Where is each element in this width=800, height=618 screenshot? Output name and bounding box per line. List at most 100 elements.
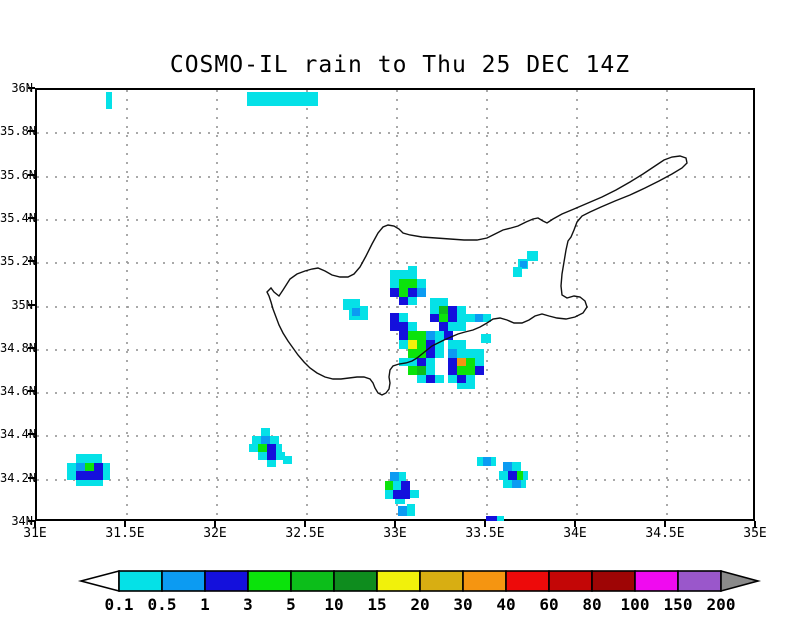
lon-gridline <box>126 90 128 519</box>
rain-cell <box>486 516 497 521</box>
rain-cell <box>252 436 261 444</box>
lon-tick-mark <box>304 521 306 527</box>
lat-tick-label: 36N <box>11 81 33 95</box>
lat-tick-mark <box>28 87 35 89</box>
colorbar-label: 10 <box>324 595 343 614</box>
rain-cell <box>401 481 410 490</box>
rain-cell <box>508 471 517 480</box>
rain-cell <box>258 452 267 460</box>
rain-cell <box>103 471 110 480</box>
colorbar-label: 200 <box>707 595 736 614</box>
colorbar-label: 15 <box>367 595 386 614</box>
colorbar-label: 0.1 <box>105 595 134 614</box>
rain-cell <box>517 471 523 480</box>
rain-cell <box>270 436 279 444</box>
lon-tick-label: 33.5E <box>465 526 505 541</box>
lon-tick-label: 31.5E <box>105 526 145 541</box>
rain-cell <box>399 472 406 481</box>
lat-tick-mark <box>28 304 35 306</box>
colorbar-right-arrow <box>720 569 762 593</box>
lat-tick-mark <box>28 390 35 392</box>
colorbar-label: 0.5 <box>148 595 177 614</box>
lon-tick-mark <box>754 521 756 527</box>
rain-cell <box>393 481 401 490</box>
lon-tick-label: 32E <box>203 526 227 541</box>
rain-cell <box>76 454 102 463</box>
lat-tick-label: 35N <box>11 298 33 312</box>
lat-gridline <box>37 132 753 134</box>
lat-tick-mark <box>28 260 35 262</box>
lat-tick-mark <box>28 433 35 435</box>
lat-tick-label: 35.2N <box>0 254 37 268</box>
colorbar-label: 80 <box>582 595 601 614</box>
rain-cell <box>410 490 419 498</box>
rain-cell <box>94 463 103 471</box>
rain-cell <box>67 471 76 480</box>
lon-gridline <box>216 90 218 519</box>
lat-tick-mark <box>28 130 35 132</box>
lat-tick-label: 34.2N <box>0 471 37 485</box>
rain-cell <box>503 480 512 488</box>
lat-tick-label: 34.4N <box>0 427 37 441</box>
lon-tick-mark <box>34 521 36 527</box>
rain-cell <box>249 444 258 452</box>
rain-cell <box>85 471 94 480</box>
colorbar-label: 3 <box>243 595 253 614</box>
lat-gridline <box>37 435 753 437</box>
colorbar-label: 30 <box>453 595 472 614</box>
lat-tick-label: 35.6N <box>0 168 37 182</box>
colorbar-label: 60 <box>539 595 558 614</box>
lat-tick-mark <box>28 347 35 349</box>
lat-tick-mark <box>28 217 35 219</box>
rain-cell <box>267 444 276 452</box>
rain-cell <box>247 92 318 106</box>
colorbar-segment <box>634 570 679 592</box>
colorbar-label: 40 <box>496 595 515 614</box>
lat-tick-mark <box>28 477 35 479</box>
rain-cell <box>267 452 276 460</box>
colorbar-segment <box>462 570 507 592</box>
rain-cell <box>385 490 393 499</box>
rain-cell <box>276 452 285 460</box>
colorbar-label: 1 <box>200 595 210 614</box>
rain-cell <box>483 457 491 466</box>
rain-cell <box>390 472 399 481</box>
lon-tick-label: 31E <box>23 526 47 541</box>
rain-cell <box>85 463 94 471</box>
colorbar-segment <box>118 570 163 592</box>
rain-cell <box>523 471 528 480</box>
rain-cell <box>491 457 496 466</box>
rain-cell <box>385 481 393 490</box>
plot-title: COSMO-IL rain to Thu 25 DEC 14Z <box>169 52 631 78</box>
rain-cell <box>76 471 85 480</box>
rain-cell <box>512 462 521 471</box>
colorbar-segment <box>333 570 378 592</box>
lat-tick-label: 35.8N <box>0 124 37 138</box>
rain-cell <box>85 480 94 486</box>
lon-tick-label: 34.5E <box>645 526 685 541</box>
rain-cell <box>103 463 110 471</box>
colorbar-segment <box>591 570 636 592</box>
lat-tick-label: 34.6N <box>0 384 37 398</box>
rain-cell <box>283 456 292 464</box>
rain-cell <box>521 480 526 488</box>
rain-cell <box>258 444 267 452</box>
lat-tick-mark <box>28 520 35 522</box>
lon-tick-mark <box>214 521 216 527</box>
colorbar-segment <box>419 570 464 592</box>
rain-cell <box>67 463 76 471</box>
rain-cell <box>261 428 270 436</box>
rain-cell <box>267 460 276 467</box>
rain-cell <box>497 516 504 521</box>
colorbar-label: 5 <box>286 595 296 614</box>
lat-tick-mark <box>28 174 35 176</box>
lon-tick-mark <box>484 521 486 527</box>
rain-cell <box>499 471 508 480</box>
rain-cell <box>76 463 85 471</box>
rain-cell <box>76 480 85 486</box>
lon-tick-mark <box>664 521 666 527</box>
rain-cell <box>395 499 405 504</box>
lon-tick-mark <box>394 521 396 527</box>
map-plot-area <box>35 88 755 521</box>
